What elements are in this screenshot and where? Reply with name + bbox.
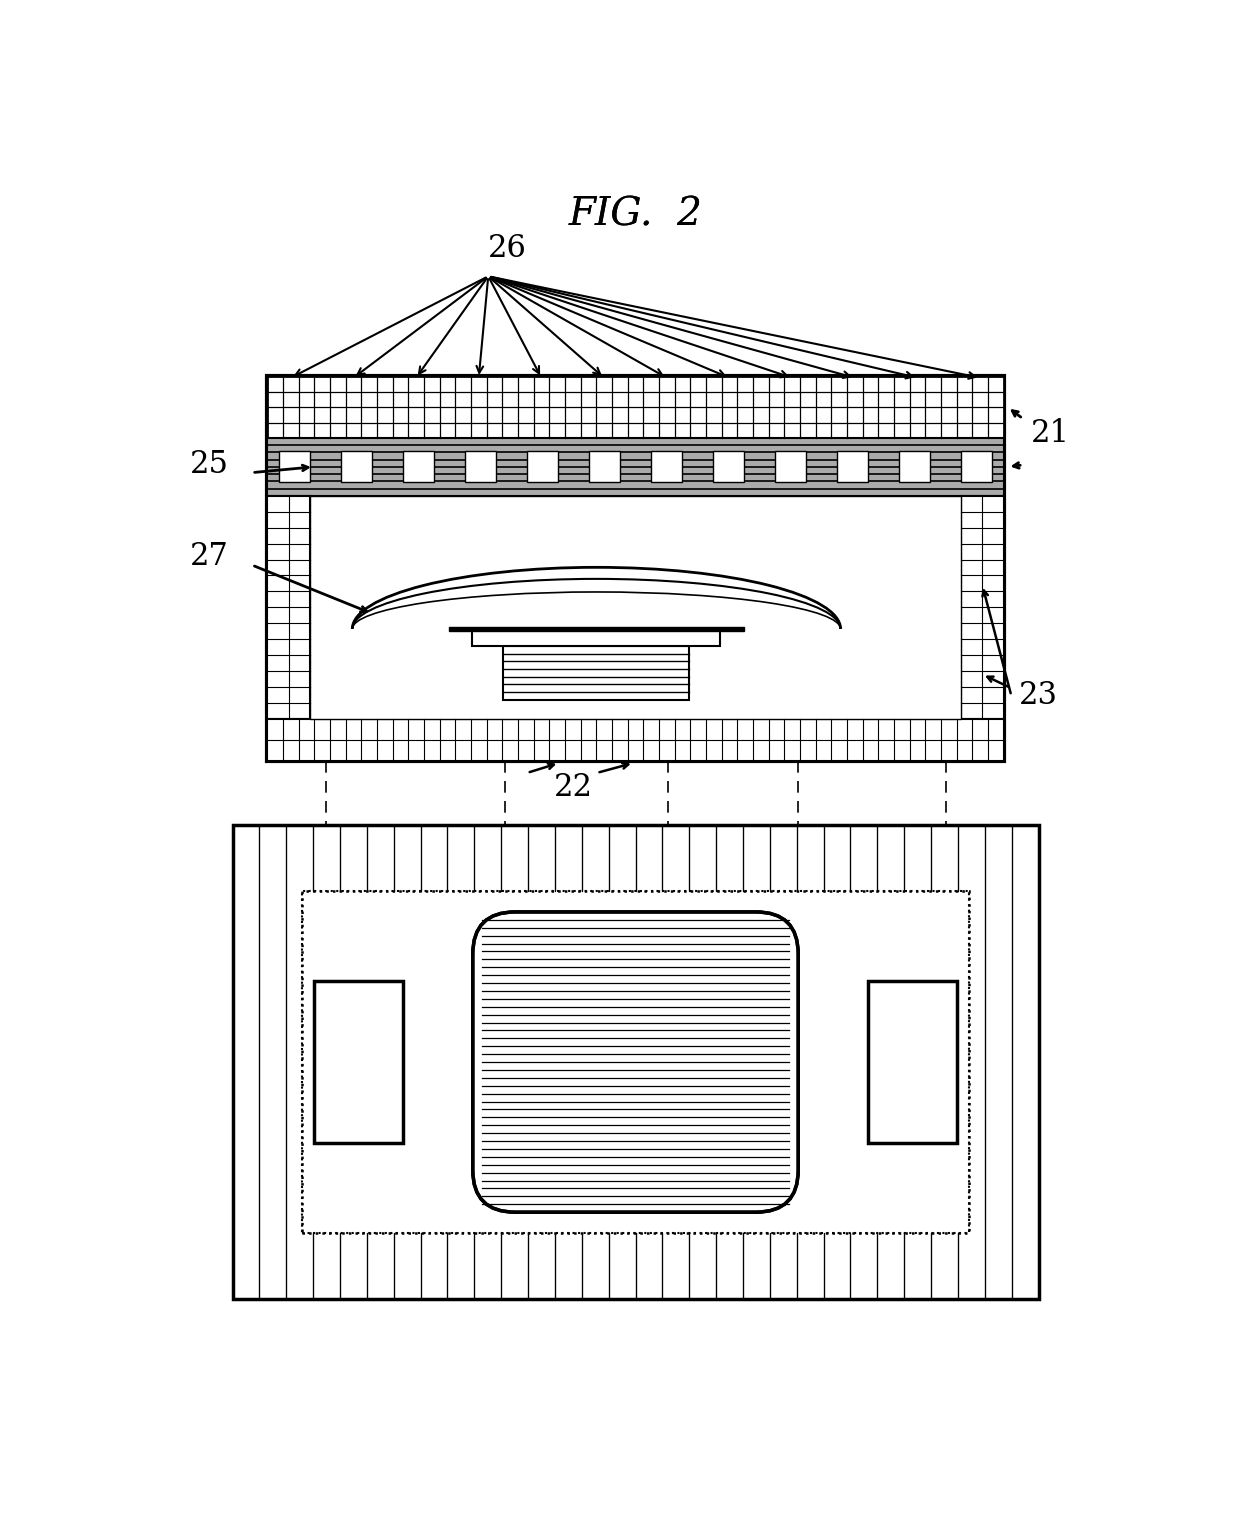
Bar	[775, 451, 806, 483]
Text: 25: 25	[190, 449, 228, 480]
Bar	[303, 891, 968, 1233]
Text: FIG.  2: FIG. 2	[569, 197, 702, 233]
Bar	[303, 891, 968, 1233]
Bar	[899, 451, 930, 483]
Bar	[403, 451, 434, 483]
Bar	[303, 891, 968, 1233]
Bar	[449, 626, 744, 631]
Bar	[472, 629, 720, 646]
Bar	[314, 982, 403, 1142]
Bar	[589, 451, 620, 483]
Bar	[268, 377, 1003, 437]
Bar	[341, 451, 372, 483]
Bar	[527, 451, 558, 483]
Bar	[268, 437, 1003, 496]
Bar	[713, 451, 744, 483]
Bar	[279, 451, 310, 483]
Bar	[961, 451, 992, 483]
Text: 27: 27	[190, 542, 228, 572]
Bar	[651, 451, 682, 483]
Text: 22: 22	[554, 772, 593, 803]
Bar	[465, 451, 496, 483]
Text: 26: 26	[489, 233, 527, 265]
Bar	[837, 451, 868, 483]
Text: FIG.  2: FIG. 2	[569, 197, 702, 233]
Bar	[268, 496, 310, 719]
Bar	[268, 377, 1003, 761]
Bar	[310, 496, 961, 719]
Bar	[961, 496, 1003, 719]
Text: 23: 23	[1019, 679, 1058, 711]
FancyBboxPatch shape	[472, 912, 799, 1212]
Bar	[268, 719, 1003, 761]
Text: 21: 21	[1030, 418, 1070, 449]
Bar	[233, 825, 1039, 1298]
Bar	[503, 646, 689, 701]
Bar	[868, 982, 957, 1142]
